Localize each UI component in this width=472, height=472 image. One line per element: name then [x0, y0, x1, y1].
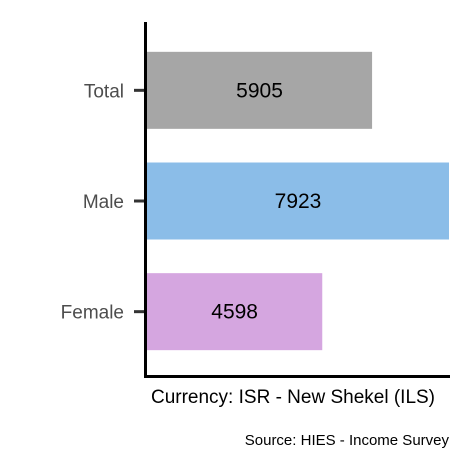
- data-label-male: 7923: [275, 190, 322, 213]
- y-axis-ticks: Total Male Female: [61, 81, 145, 324]
- y-tick-label-female: Female: [61, 303, 124, 324]
- bar-male: [147, 162, 449, 240]
- y-tick-label-total: Total: [84, 81, 124, 102]
- data-label-female: 4598: [211, 301, 258, 324]
- chart-caption: Source: HIES - Income Survey: [245, 432, 450, 449]
- y-tick-label-male: Male: [83, 192, 124, 213]
- bar-female: [147, 273, 323, 351]
- x-axis-title: Currency: ISR - New Shekel (ILS): [151, 387, 435, 408]
- data-label-total: 5905: [236, 79, 283, 102]
- bar-total: [147, 51, 373, 129]
- bars-group: 5905 7923 4598: [147, 51, 449, 351]
